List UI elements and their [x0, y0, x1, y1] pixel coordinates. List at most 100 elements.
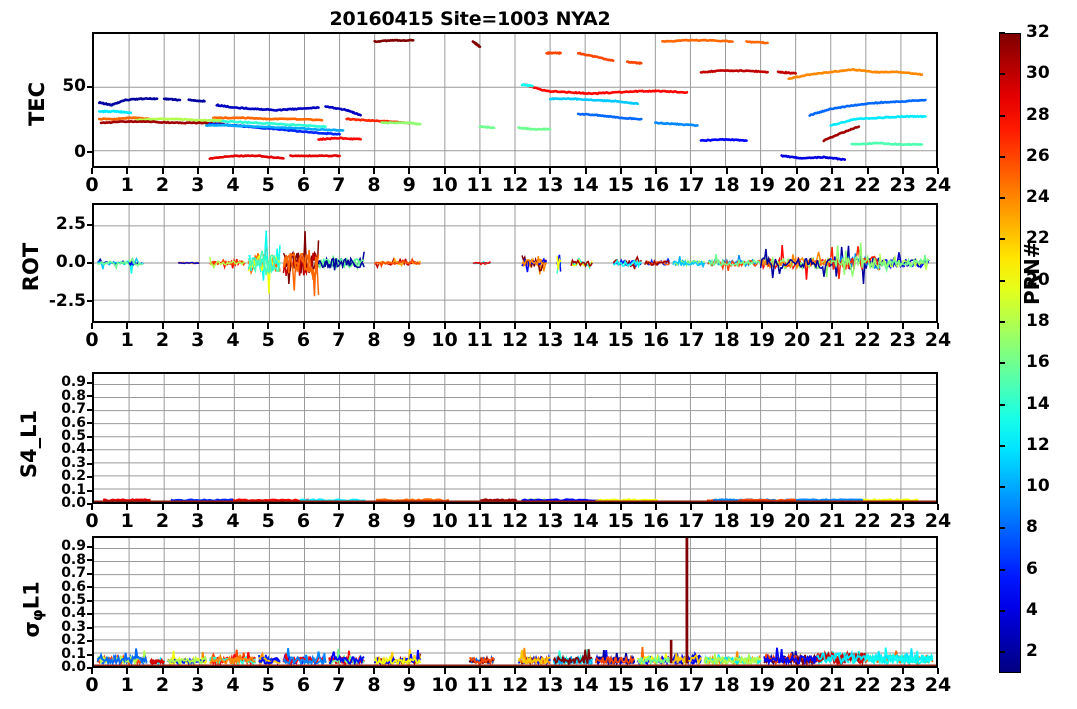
xtick-mark: [161, 668, 164, 674]
xtick-mark: [337, 668, 340, 674]
ytick-mark: [87, 653, 93, 656]
colorbar-tick-mark: [999, 362, 1005, 365]
xtick-2-22: 22: [854, 510, 881, 532]
colorbar-tick-mark: [999, 197, 1005, 200]
xtick-3-10: 10: [431, 674, 458, 696]
ytick-mark: [87, 381, 93, 384]
xtick-2-0: 0: [85, 510, 99, 532]
xtick-mark: [866, 668, 869, 674]
xtick-mark: [514, 668, 516, 674]
xtick-1-8: 8: [367, 329, 381, 351]
xtick-3-1: 1: [120, 674, 134, 696]
ytick-mark: [87, 395, 93, 398]
xtick-3-4: 4: [226, 674, 240, 696]
xtick-0-12: 12: [501, 174, 529, 196]
xtick-mark: [831, 668, 834, 674]
xtick-mark: [161, 323, 164, 329]
ytick-2-0.4: 0.4: [61, 441, 86, 458]
xtick-2-21: 21: [819, 510, 846, 532]
ytick-3-0: 0.0: [61, 659, 86, 676]
xtick-3-0: 0: [85, 674, 99, 696]
xtick-0-2: 2: [155, 174, 170, 196]
xtick-2-11: 11: [466, 510, 493, 532]
colorbar-tick-mark: [999, 651, 1005, 654]
xtick-mark: [901, 504, 904, 510]
xtick-3-2: 2: [155, 674, 170, 696]
xtick-3-15: 15: [607, 674, 634, 696]
colorbar-tick-mark: [999, 321, 1005, 324]
xtick-mark: [196, 668, 199, 674]
xtick-0-4: 4: [226, 174, 240, 196]
xtick-mark: [232, 323, 234, 329]
xtick-0-0: 0: [85, 174, 99, 196]
ytick-mark: [87, 476, 93, 479]
xtick-mark: [690, 168, 693, 174]
xtick-1-2: 2: [155, 329, 170, 351]
xtick-0-8: 8: [367, 174, 381, 196]
xtick-mark: [584, 323, 587, 329]
xtick-mark: [302, 323, 305, 329]
xtick-0-3: 3: [191, 174, 205, 196]
xtick-2-8: 8: [367, 510, 381, 532]
xtick-2-4: 4: [226, 510, 240, 532]
xtick-0-13: 13: [537, 174, 564, 196]
ytick-2-0.5: 0.5: [61, 427, 86, 444]
xtick-mark: [514, 323, 516, 329]
ytick-mark: [87, 408, 93, 411]
xtick-2-5: 5: [261, 510, 275, 532]
xtick-2-2: 2: [155, 510, 170, 532]
ytick-2-0.8: 0.8: [61, 387, 86, 404]
ytick-mark: [87, 572, 93, 575]
ytick-3-0.9: 0.9: [61, 538, 86, 555]
xtick-mark: [302, 168, 305, 174]
xtick-mark: [725, 504, 728, 510]
ytick-mark: [87, 262, 93, 264]
xtick-1-23: 23: [889, 329, 916, 351]
xtick-mark: [831, 168, 834, 174]
ytick-1-0: 0.0: [55, 252, 86, 273]
xtick-0-15: 15: [607, 174, 634, 196]
xtick-mark: [443, 168, 446, 174]
xtick-1-11: 11: [466, 329, 493, 351]
xtick-mark: [408, 168, 411, 174]
xtick-mark: [725, 323, 728, 329]
xtick-3-14: 14: [572, 674, 599, 696]
xtick-mark: [337, 168, 340, 174]
page-title: 20160415 Site=1003 NYA2: [329, 8, 611, 30]
colorbar-tick-20: 20: [1026, 269, 1050, 290]
xtick-mark: [408, 323, 411, 329]
xtick-2-18: 18: [713, 510, 740, 532]
xtick-mark: [267, 504, 270, 510]
xtick-mark: [232, 168, 234, 174]
xtick-mark: [267, 668, 270, 674]
ytick-3-0.2: 0.2: [61, 632, 86, 649]
xtick-1-3: 3: [191, 329, 205, 351]
colorbar: [999, 33, 1021, 673]
xtick-2-23: 23: [889, 510, 916, 532]
xtick-2-10: 10: [431, 510, 458, 532]
xtick-mark: [478, 168, 481, 174]
xtick-0-21: 21: [819, 174, 846, 196]
xtick-0-18: 18: [713, 174, 740, 196]
xtick-3-16: 16: [642, 674, 670, 696]
xtick-mark: [478, 323, 481, 329]
xtick-1-5: 5: [261, 329, 275, 351]
xtick-3-20: 20: [783, 674, 811, 696]
xtick-mark: [408, 668, 411, 674]
colorbar-tick-mark: [999, 403, 1005, 406]
ytick-3-0.1: 0.1: [61, 645, 86, 662]
xtick-2-1: 1: [120, 510, 134, 532]
xtick-mark: [196, 323, 199, 329]
xtick-mark: [126, 668, 129, 674]
panel-s4l1: [92, 372, 938, 504]
colorbar-tick-12: 12: [1026, 434, 1050, 455]
xtick-mark: [866, 323, 869, 329]
xtick-mark: [937, 668, 939, 674]
xtick-mark: [549, 168, 552, 174]
xtick-mark: [760, 504, 763, 510]
xtick-1-0: 0: [85, 329, 99, 351]
xtick-mark: [443, 323, 446, 329]
xtick-0-24: 24: [924, 174, 952, 196]
xtick-1-20: 20: [783, 329, 811, 351]
xtick-mark: [937, 504, 939, 510]
